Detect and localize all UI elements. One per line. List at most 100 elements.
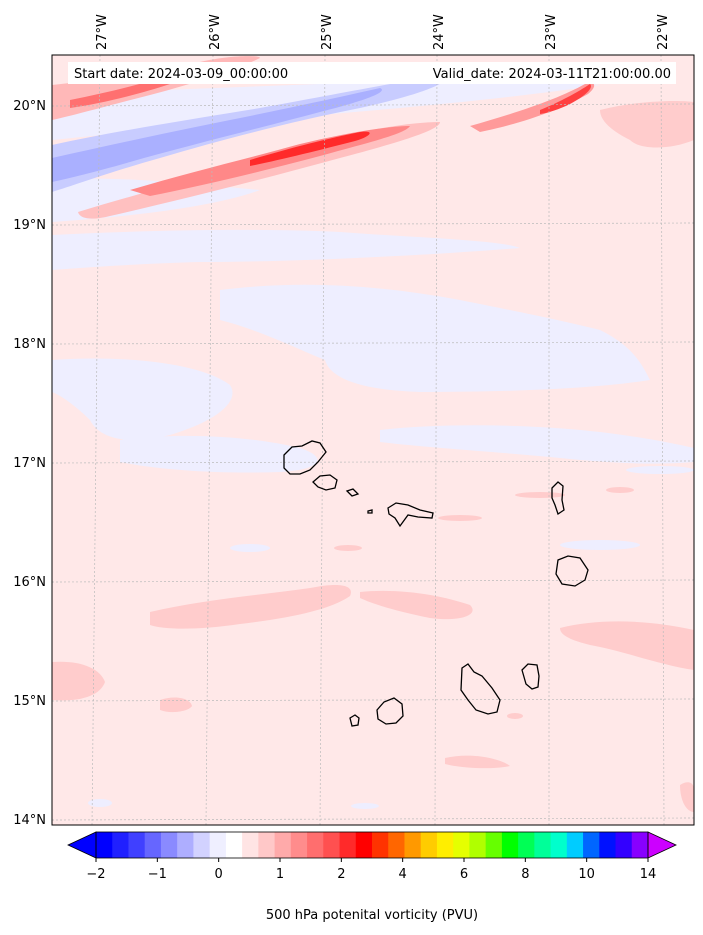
lat-label: 19°N <box>13 218 46 233</box>
island-fogo <box>376 697 404 725</box>
island-branco <box>367 509 373 514</box>
light-blue-area <box>52 229 520 270</box>
island-maio <box>521 663 540 690</box>
island-brava <box>349 714 360 727</box>
island-sao-vicente <box>312 474 338 491</box>
graticule <box>52 55 694 825</box>
colorbar-segment <box>339 832 357 858</box>
colorbar: −2 −1 0 1 2 4 6 8 10 14 500 hPa potenital vortici… <box>67 831 677 923</box>
colorbar-segment <box>355 832 373 858</box>
colorbar-segment <box>453 832 470 858</box>
valid-date-text: Valid_date: 2024-03-11T21:00:00.00 <box>433 67 671 82</box>
colorbar-segment <box>112 832 129 858</box>
colorbar-segment <box>96 832 113 858</box>
colorbar-segment <box>501 832 519 858</box>
colorbar-segment <box>615 832 633 858</box>
colorbar-segment <box>193 832 211 858</box>
pink-area <box>160 697 192 713</box>
colorbar-segment <box>177 832 194 858</box>
colorbar-segment <box>274 832 292 858</box>
light-blue-blob <box>626 466 694 474</box>
red-streak-core <box>250 131 370 166</box>
colorbar-segment <box>242 832 259 858</box>
colorbar-segment <box>307 832 324 858</box>
pink-blob <box>515 492 565 498</box>
colorbar-segment <box>225 832 243 858</box>
red-streak-core <box>540 84 591 114</box>
lon-label: 23°W <box>544 14 559 50</box>
colorbar-tick-label: 2 <box>337 867 345 882</box>
colorbar-tick-label: 6 <box>460 867 468 882</box>
colorbar-segment <box>436 832 454 858</box>
light-blue-area <box>120 435 318 473</box>
lat-label: 14°N <box>13 813 46 828</box>
colorbar-segment <box>323 832 341 858</box>
pink-blob <box>438 515 482 521</box>
pink-area <box>52 661 105 701</box>
colorbar-segment <box>583 832 600 858</box>
colorbar-tick-label: 1 <box>276 867 284 882</box>
start-date-text: Start date: 2024-03-09_00:00:00 <box>74 67 288 82</box>
light-blue-blob <box>560 540 640 550</box>
pink-blob <box>334 545 362 551</box>
lon-label: 27°W <box>95 14 110 50</box>
pink-area <box>600 100 694 148</box>
colorbar-segment <box>599 832 617 858</box>
colorbar-tick-label: 0 <box>215 867 223 882</box>
colorbar-segment <box>160 832 178 858</box>
longitude-labels: 27°W 26°W 25°W 24°W 23°W 22°W <box>95 14 671 50</box>
island-santiago <box>460 663 501 715</box>
colorbar-segment <box>209 832 227 858</box>
lat-label: 20°N <box>13 99 46 114</box>
lon-label: 25°W <box>320 14 335 50</box>
pink-area <box>360 590 473 620</box>
lat-label: 16°N <box>13 575 46 590</box>
island-santo-antao <box>283 440 327 475</box>
colorbar-extend-min <box>67 831 97 859</box>
light-blue-area <box>220 284 650 392</box>
pink-blob <box>606 487 634 493</box>
colorbar-segment <box>388 832 405 858</box>
lat-label: 15°N <box>13 694 46 709</box>
colorbar-segment <box>258 832 276 858</box>
colorbar-tick-label: 4 <box>399 867 407 882</box>
colorbar-extend-max <box>647 831 677 859</box>
pink-area <box>150 584 351 629</box>
island-boa-vista <box>555 555 589 587</box>
colorbar-segment <box>566 832 584 858</box>
colorbar-tick-label: −1 <box>148 867 167 882</box>
blue-band <box>52 88 382 182</box>
colorbar-segment <box>631 832 649 858</box>
coastlines <box>283 440 589 727</box>
light-blue-area <box>380 425 694 464</box>
colorbar-segment <box>290 832 308 858</box>
colorbar-title: 500 hPa potenital vorticity (PVU) <box>266 908 478 923</box>
colorbar-segment <box>128 832 146 858</box>
red-streak <box>470 82 595 132</box>
info-box <box>68 62 676 84</box>
light-blue-blob <box>351 803 379 809</box>
colorbar-tick-label: 14 <box>640 867 657 882</box>
lon-label: 24°W <box>432 14 447 50</box>
lon-label: 22°W <box>656 14 671 50</box>
island-sao-nicolau <box>387 502 434 528</box>
colorbar-tick-label: 10 <box>578 867 595 882</box>
colorbar-segment <box>485 832 503 858</box>
lat-label: 18°N <box>13 337 46 352</box>
light-blue-area <box>52 358 233 440</box>
colorbar-segment <box>420 832 438 858</box>
pink-area <box>680 782 694 812</box>
pink-area <box>445 755 510 769</box>
lon-label: 26°W <box>208 14 223 50</box>
map-frame <box>51 54 695 826</box>
lat-label: 17°N <box>13 456 46 471</box>
colorbar-segment <box>518 832 535 858</box>
colorbar-segment <box>534 832 552 858</box>
island-sal <box>551 481 565 516</box>
colorbar-segment <box>550 832 568 858</box>
colorbar-segment <box>144 832 162 858</box>
colorbar-segment <box>404 832 422 858</box>
colorbar-tick-label: 8 <box>521 867 529 882</box>
latitude-labels: 20°N 19°N 18°N 17°N 16°N 15°N 14°N <box>13 99 46 828</box>
